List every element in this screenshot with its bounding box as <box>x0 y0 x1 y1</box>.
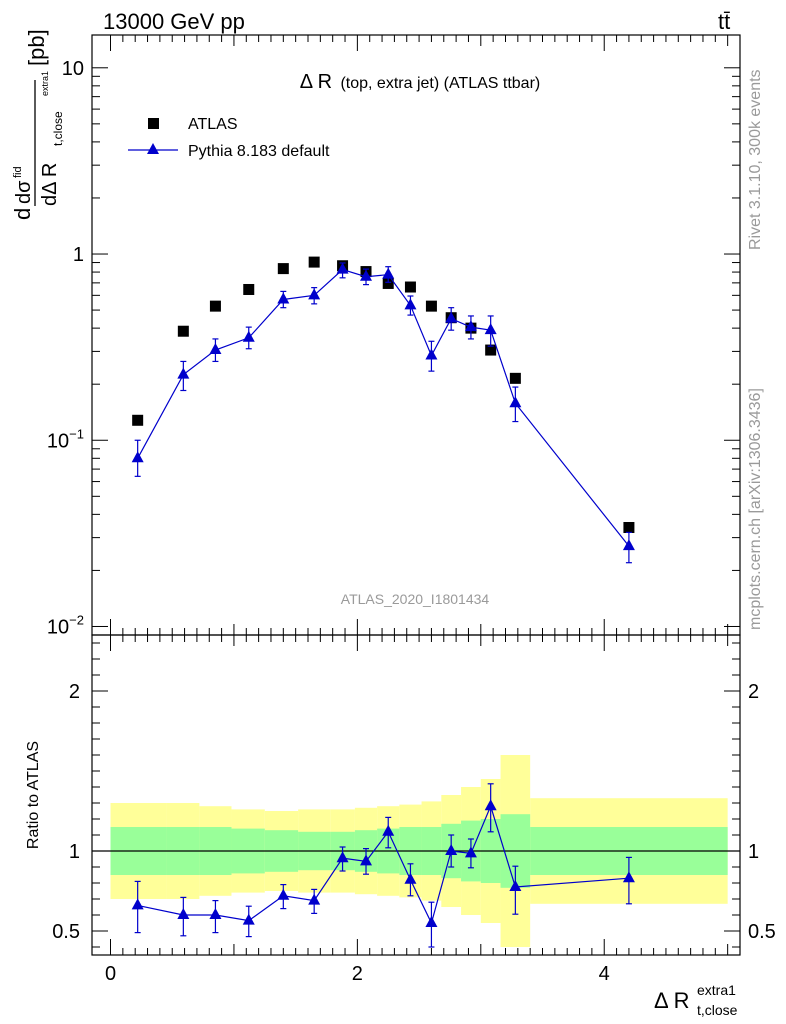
y-tick-mantissa: 10 <box>47 430 69 452</box>
y-tick-mantissa: 10 <box>47 616 69 638</box>
pythia-point <box>464 320 477 332</box>
pythia-ratio-point <box>484 799 497 811</box>
xlabel-main: Δ R <box>654 988 689 1013</box>
atlas-point <box>382 277 394 289</box>
pythia-point <box>382 267 395 279</box>
atlas-point <box>277 263 289 275</box>
legend-atlas-marker <box>148 118 159 129</box>
y-axis-label: d dσ fid dΔ R t,close extra1 [pb] <box>10 29 65 220</box>
ylabel-numerator-sup: fid <box>12 166 24 178</box>
analysis-label: ATLAS_2020_I1801434 <box>341 591 490 607</box>
pythia-point <box>484 323 497 335</box>
x-tick-label: 4 <box>599 963 610 985</box>
pythia-ratio-point <box>404 872 417 884</box>
pythia-point <box>131 451 144 463</box>
pythia-ratio-point <box>360 854 373 866</box>
pythia-point <box>404 298 417 310</box>
ratio-tick-label-right: 0.5 <box>748 921 776 943</box>
atlas-point <box>509 372 521 384</box>
ylabel-denominator: dΔ R <box>39 163 61 206</box>
y-tick-label: 10−2 <box>47 612 84 638</box>
atlas-point <box>623 522 635 534</box>
pythia-ratio-point <box>308 893 321 905</box>
y-tick-label: 10−1 <box>47 426 84 452</box>
pythia-ratio-line <box>137 804 629 925</box>
ylabel-denominator-supsub: extra1 <box>40 71 50 96</box>
energy-label: 13000 GeV pp <box>103 9 245 34</box>
y-tick-label: 1 <box>73 244 84 266</box>
pythia-point <box>445 311 458 323</box>
title-main: Δ R <box>300 71 332 93</box>
atlas-point <box>132 414 144 426</box>
pythia-point <box>425 348 438 360</box>
ylabel-unit: [pb] <box>24 29 49 66</box>
pythia-ratio-point <box>425 916 438 927</box>
atlas-point <box>404 281 416 293</box>
pythia-ratio-point <box>464 846 477 858</box>
pythia-ratio-point <box>131 898 144 910</box>
ratio-y-label: Ratio to ATLAS <box>25 741 42 849</box>
pythia-ratio-point <box>382 824 395 836</box>
atlas-point <box>485 344 497 356</box>
x-tick-label: 2 <box>352 963 363 985</box>
y-tick-label: 10 <box>62 58 84 80</box>
legend-pythia-label: Pythia 8.183 default <box>188 143 330 160</box>
pythia-point <box>242 330 255 342</box>
atlas-point <box>243 283 255 295</box>
ratio-tick-label-left: 0.5 <box>52 921 80 943</box>
pythia-line <box>137 268 630 547</box>
ratio-tick-label-left: 2 <box>69 681 80 703</box>
pythia-point <box>622 539 635 551</box>
process-label: tt̄ <box>718 9 730 34</box>
ylabel-denominator-sub: t,close <box>51 111 65 146</box>
title-detail: (top, extra jet) (ATLAS ttbar) <box>340 75 540 92</box>
pythia-ratio-point <box>622 871 635 883</box>
ylabel-prefix: d <box>10 208 35 220</box>
pythia-point <box>209 343 222 355</box>
legend-atlas-label: ATLAS <box>188 116 238 133</box>
pythia-point <box>277 292 290 304</box>
lower-frame <box>91 634 741 956</box>
xlabel-sup: extra1 <box>697 982 736 998</box>
pythia-ratio-point <box>445 844 458 855</box>
ratio-tick-label-right: 2 <box>748 681 759 703</box>
pythia-ratio-point <box>177 908 190 919</box>
x-tick-label: 0 <box>105 963 116 985</box>
xlabel-sub: t,close <box>697 1002 738 1018</box>
atlas-point <box>177 325 189 337</box>
pythia-point <box>509 396 522 408</box>
y-tick-exponent: −1 <box>69 426 84 441</box>
pythia-point <box>360 269 373 281</box>
pythia-ratio-point <box>336 851 349 863</box>
y-tick-exponent: −2 <box>69 612 84 627</box>
ratio-panel: 0 2 4 2 2 1 1 0.5 0.5 <box>52 634 776 985</box>
pythia-point <box>336 262 349 274</box>
atlas-point <box>425 300 437 312</box>
pythia-point <box>308 288 321 300</box>
pythia-ratio-point <box>277 888 290 900</box>
ratio-tick-label-left: 1 <box>69 841 80 863</box>
rivet-label: Rivet 3.1.10, 300k events <box>747 69 764 250</box>
pythia-ratio-point <box>509 880 522 891</box>
ylabel-numerator: dσ <box>13 180 35 204</box>
legend-pythia-marker <box>147 143 159 154</box>
pythia-ratio-point <box>209 908 222 919</box>
pythia-ratio-point <box>242 913 255 925</box>
plot-title: Δ R (top, extra jet) (ATLAS ttbar) <box>300 71 540 93</box>
pythia-point <box>177 367 190 379</box>
ratio-tick-label-right: 1 <box>748 841 759 863</box>
mcplots-label: mcplots.cern.ch [arXiv:1306.3436] <box>747 388 764 630</box>
legend: ATLAS Pythia 8.183 default <box>128 116 330 160</box>
atlas-point <box>209 300 221 312</box>
atlas-point <box>308 256 320 268</box>
x-axis-label: Δ R extra1 t,close <box>654 982 738 1018</box>
